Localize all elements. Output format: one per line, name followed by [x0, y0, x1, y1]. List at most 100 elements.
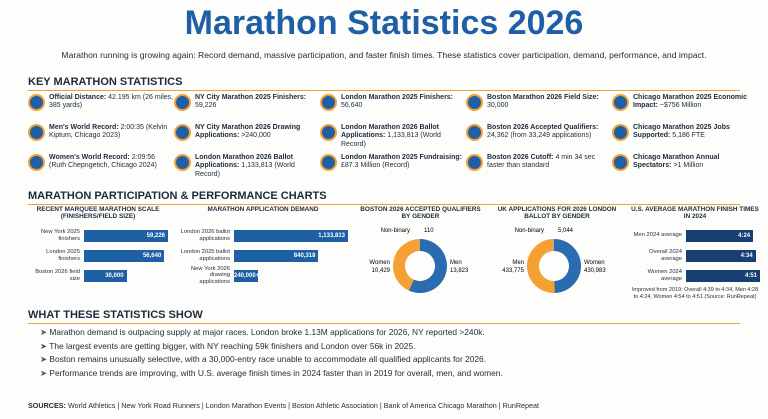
value-label: 4:34	[740, 252, 753, 259]
bar-row: London 2026 ballot applications 1,133,813	[178, 227, 348, 244]
value-label: 840,318	[293, 252, 316, 259]
value-label: 59,226	[146, 232, 165, 239]
stat-value: 5,186 FTE	[672, 132, 705, 140]
stat-value: 30,000	[487, 102, 509, 110]
stat-text: Boston Marathon 2026 Field Size: 30,000	[487, 94, 612, 111]
segment-value: 5,044	[558, 228, 574, 234]
segment-value: 433,775	[502, 268, 524, 274]
bar: 4:34	[686, 249, 756, 262]
bar-row: Men 2024 average 4:24	[630, 227, 760, 244]
stat-icon	[466, 94, 483, 111]
bar-row: London 2025 finishers 56,640	[28, 247, 168, 264]
stat-label: London Marathon 2025 Finishers:	[341, 94, 454, 101]
chart-panel: BOSTON 2026 ACCEPTED QUALIFIERS BY GENDE…	[358, 206, 483, 308]
bar-row: New York 2026 drawing applications 240,00…	[178, 265, 348, 285]
chart-panel: RECENT MARQUEE MARATHON SCALE (FINISHERS…	[28, 206, 168, 308]
value-label: 4:24	[738, 232, 751, 239]
donut-segment	[408, 239, 447, 293]
stat-value: >1 Million	[673, 162, 704, 170]
bar: 840,318	[234, 249, 319, 262]
donut-segment	[393, 239, 421, 291]
stat-text: London Marathon 2025 Fundraising: £87.3 …	[341, 154, 466, 171]
bar-area: 59,226	[84, 229, 168, 242]
stat-value: 1,133,813 (World Record)	[341, 132, 441, 148]
stat-icon	[28, 154, 45, 171]
value-label: 1,133,813	[318, 232, 345, 239]
stat-label: NY City Marathon 2026 Drawing Applicatio…	[195, 124, 301, 140]
stat-icon	[612, 124, 629, 141]
stat: London Marathon 2026 Ballot Applications…	[174, 154, 320, 184]
bar: 30,000	[84, 269, 127, 282]
stat-label: London Marathon 2025 Fundraising:	[341, 154, 462, 161]
section-heading: WHAT THESE STATISTICS SHOW	[28, 309, 740, 324]
category-label: London 2025 ballot applications	[180, 248, 230, 262]
stat-text: NY City Marathon 2025 Finishers: 59,226	[195, 94, 320, 111]
stat-text: Chicago Marathon 2025 Economic Impact: ~…	[633, 94, 758, 111]
value-label: 240,000+	[234, 272, 260, 279]
category-label: Boston 2026 field size	[35, 268, 80, 282]
chart-title: U.S. AVERAGE MARATHON FINISH TIMES IN 20…	[631, 206, 759, 220]
stat: London Marathon 2026 Ballot Applications…	[320, 124, 466, 154]
stat-icon	[320, 124, 337, 141]
donut-segment	[527, 239, 555, 293]
chart-note: Improved from 2019: Overall 4:39 to 4:34…	[631, 287, 759, 300]
bar-row: Overall 2024 average 4:34	[630, 247, 760, 264]
stat: Boston 2026 Accepted Qualifiers: 24,362 …	[466, 124, 612, 154]
bar: 4:24	[686, 229, 754, 242]
stat-icon	[174, 154, 191, 171]
stat: Boston Marathon 2026 Field Size: 30,000	[466, 94, 612, 124]
stat-value: 2:00:35 (Kelvin Kiptum, Chicago 2023)	[49, 124, 168, 140]
bar: 4:51	[686, 269, 760, 282]
finding: Boston remains unusually selective, with…	[40, 353, 740, 367]
stat-value: 1,133,813 (World Record)	[195, 162, 295, 178]
section-heading: KEY MARATHON STATISTICS	[28, 76, 740, 91]
stat-value: 42.195 km (26 miles, 385 yards)	[49, 94, 174, 110]
stats-grid: Official Distance: 42.195 km (26 miles, …	[28, 94, 760, 184]
category-label: Women 2024 average	[647, 268, 682, 282]
stat-label: Boston 2026 Accepted Qualifiers:	[487, 124, 599, 131]
stat-icon	[612, 154, 629, 171]
finding: Marathon demand is outpacing supply at m…	[40, 326, 740, 340]
stat-icon	[174, 124, 191, 141]
stat: Women's World Record: 2:09:56 (Ruth Chep…	[28, 154, 174, 184]
value-label: 30,000	[105, 272, 124, 279]
title: Marathon Statistics 2026	[184, 4, 584, 42]
bar-area: 30,000	[84, 269, 168, 282]
category-label: Men 2024 average	[633, 232, 682, 239]
stat-label: Chicago Marathon 2025 Jobs Supported:	[633, 124, 730, 140]
segment-label: Non-binary	[515, 228, 544, 234]
stat-text: Chicago Marathon Annual Spectators: >1 M…	[633, 154, 758, 171]
stat-label: Official Distance:	[49, 94, 107, 101]
findings-list: Marathon demand is outpacing supply at m…	[40, 326, 740, 380]
stat-icon	[174, 94, 191, 111]
stat-label: Men's World Record:	[49, 124, 119, 131]
value-label: 4:51	[744, 272, 757, 279]
stat-text: Official Distance: 42.195 km (26 miles, …	[49, 94, 174, 111]
stat-icon	[320, 154, 337, 171]
category-label: New York 2026 drawing applications	[191, 265, 230, 285]
stat-value: 24,362 (from 33,249 applications)	[487, 132, 592, 140]
bar-area: 4:34	[686, 249, 760, 262]
bar-row: Boston 2026 field size 30,000	[28, 267, 168, 284]
bar-area: 4:24	[686, 229, 760, 242]
finding: The largest events are getting bigger, w…	[40, 340, 740, 354]
stat-text: Men's World Record: 2:00:35 (Kelvin Kipt…	[49, 124, 174, 141]
stat: Chicago Marathon 2025 Economic Impact: ~…	[612, 94, 758, 124]
chart-title: MARATHON APPLICATION DEMAND	[207, 206, 319, 213]
bar: 59,226	[84, 229, 168, 242]
stat-text: NY City Marathon 2026 Drawing Applicatio…	[195, 124, 320, 141]
stat-value: 4 min 34 sec faster than standard	[487, 154, 596, 170]
segment-value: 10,429	[372, 268, 391, 274]
stat: Chicago Marathon 2025 Jobs Supported: 5,…	[612, 124, 758, 154]
stat-icon	[28, 94, 45, 111]
stat-text: Chicago Marathon 2025 Jobs Supported: 5,…	[633, 124, 758, 141]
stat: Boston 2026 Cutoff: 4 min 34 sec faster …	[466, 154, 612, 184]
chart-panel: U.S. AVERAGE MARATHON FINISH TIMES IN 20…	[630, 206, 760, 308]
stat-icon	[28, 124, 45, 141]
stat-label: Women's World Record:	[49, 154, 130, 161]
category-label: London 2025 finishers	[46, 248, 80, 262]
bar-row: London 2025 ballot applications 840,318	[178, 247, 348, 264]
stat-text: Boston 2026 Cutoff: 4 min 34 sec faster …	[487, 154, 612, 171]
category-label: Overall 2024 average	[649, 248, 682, 262]
